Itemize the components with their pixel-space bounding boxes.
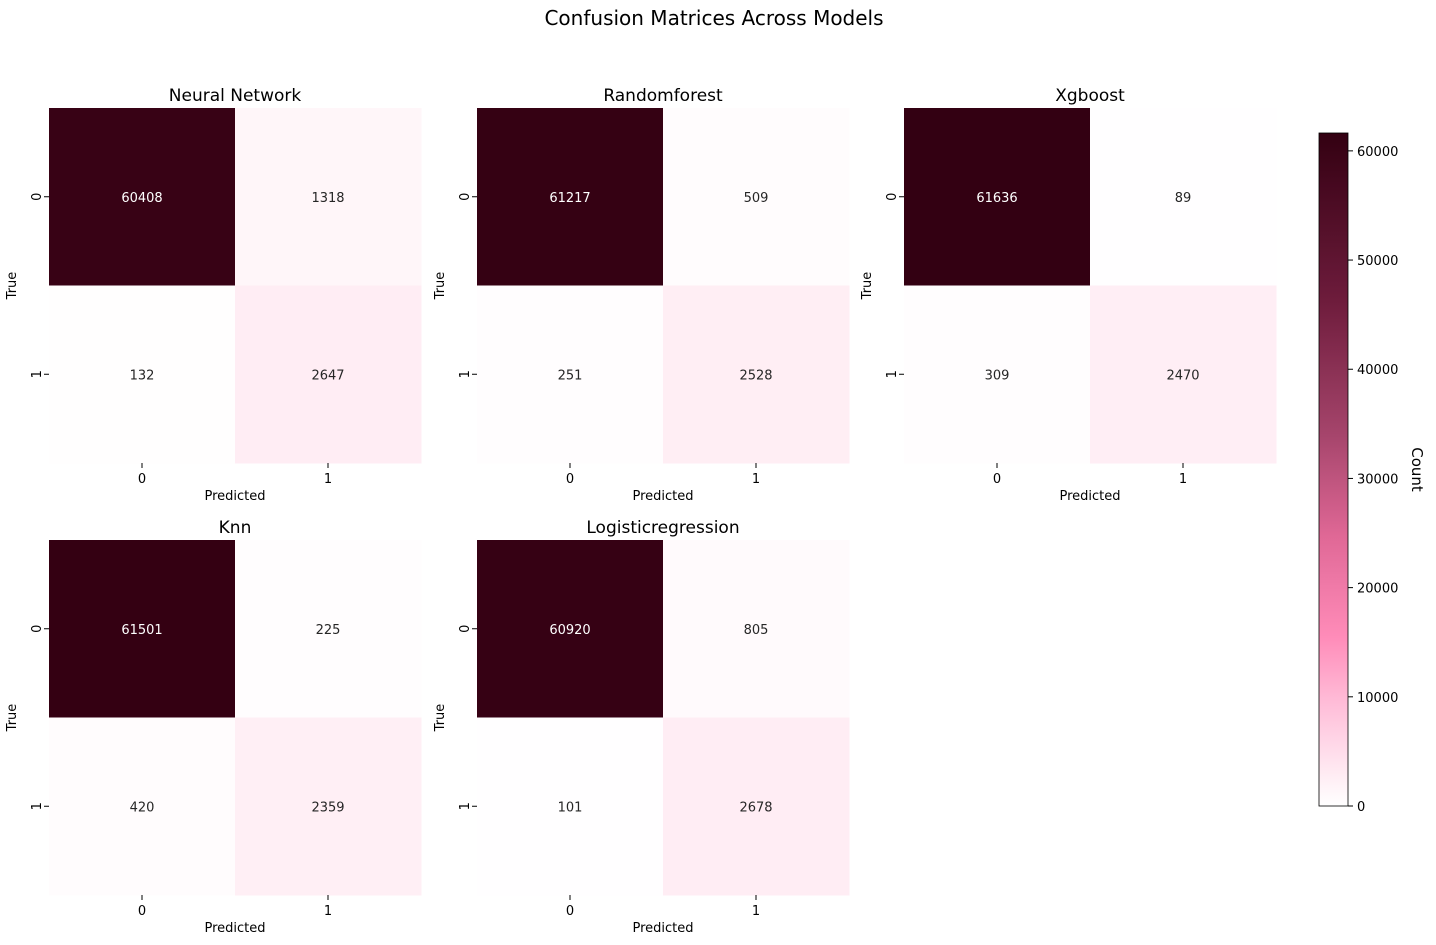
cell-value-label: 509 bbox=[744, 191, 769, 206]
heatmap-panel: Neural Network 60408 1318 132 2647 0 1 0 1 Predic… bbox=[5, 86, 422, 504]
cell-value-label: 61636 bbox=[976, 191, 1017, 206]
x-tick-label: 0 bbox=[993, 472, 1001, 487]
y-axis-label: True bbox=[433, 272, 448, 301]
heatmap-cell bbox=[477, 285, 664, 464]
heatmap-cell bbox=[477, 108, 664, 286]
x-tick-label: 0 bbox=[138, 904, 146, 919]
x-tick-label: 1 bbox=[1179, 472, 1187, 487]
colorbar: 0 10000 20000 30000 40000 50000 60000 Count bbox=[1318, 132, 1426, 815]
x-tick-label: 1 bbox=[752, 472, 760, 487]
x-tick-label: 0 bbox=[566, 472, 574, 487]
colorbar-scale bbox=[1318, 132, 1349, 807]
x-tick-label: 1 bbox=[324, 472, 332, 487]
cell-value-label: 101 bbox=[558, 800, 583, 815]
y-tick-label: 1 bbox=[30, 370, 45, 378]
heatmap-cell bbox=[49, 108, 236, 286]
panel-title: Neural Network bbox=[169, 86, 302, 106]
x-axis-label: Predicted bbox=[632, 921, 693, 936]
x-axis-label: Predicted bbox=[204, 921, 265, 936]
y-tick-label: 1 bbox=[885, 370, 900, 378]
y-tick-label: 0 bbox=[30, 193, 45, 201]
colorbar-tick-label: 50000 bbox=[1357, 254, 1398, 269]
colorbar-tick-label: 30000 bbox=[1357, 472, 1398, 487]
heatmap-cell bbox=[663, 540, 850, 718]
cell-value-label: 2647 bbox=[311, 368, 344, 383]
x-tick-label: 0 bbox=[566, 904, 574, 919]
cell-value-label: 251 bbox=[558, 368, 583, 383]
heatmap-cell bbox=[1090, 285, 1277, 464]
cell-value-label: 1318 bbox=[311, 191, 344, 206]
x-axis-label: Predicted bbox=[204, 489, 265, 504]
heatmap-panel: Knn 61501 225 420 2359 0 1 0 1 Predicted True bbox=[5, 518, 422, 936]
colorbar-tick-label: 40000 bbox=[1357, 363, 1398, 378]
cell-value-label: 132 bbox=[130, 368, 155, 383]
y-tick-label: 0 bbox=[885, 193, 900, 201]
heatmap-cell bbox=[663, 108, 850, 286]
y-axis-label: True bbox=[860, 272, 875, 301]
heatmap-cell bbox=[663, 285, 850, 464]
panel-title: Knn bbox=[219, 518, 252, 538]
heatmap-cell bbox=[904, 285, 1091, 464]
heatmap-cell bbox=[49, 717, 236, 896]
y-axis-label: True bbox=[433, 704, 448, 733]
y-axis-label: True bbox=[5, 704, 20, 733]
cell-value-label: 2470 bbox=[1166, 368, 1199, 383]
cell-value-label: 89 bbox=[1175, 191, 1192, 206]
y-tick-label: 1 bbox=[458, 802, 473, 810]
y-axis-label: True bbox=[5, 272, 20, 301]
x-axis-label: Predicted bbox=[1059, 489, 1120, 504]
y-tick-label: 1 bbox=[458, 370, 473, 378]
colorbar-tick-label: 0 bbox=[1357, 800, 1365, 815]
x-axis-label: Predicted bbox=[632, 489, 693, 504]
y-tick-label: 0 bbox=[458, 193, 473, 201]
panel-title: Randomforest bbox=[603, 86, 723, 106]
heatmap-cell bbox=[1090, 108, 1277, 286]
panel-title: Logisticregression bbox=[586, 518, 739, 538]
figure-title: Confusion Matrices Across Models bbox=[544, 6, 883, 30]
cell-value-label: 309 bbox=[985, 368, 1010, 383]
cell-value-label: 61501 bbox=[121, 623, 162, 638]
y-tick-label: 0 bbox=[30, 625, 45, 633]
colorbar-label: Count bbox=[1408, 447, 1426, 492]
cell-value-label: 225 bbox=[316, 623, 341, 638]
heatmap-cell bbox=[904, 108, 1091, 286]
heatmap-cell bbox=[477, 540, 664, 718]
panel-title: Xgboost bbox=[1055, 86, 1125, 106]
heatmap-cell bbox=[49, 540, 236, 718]
heatmap-panel: Xgboost 61636 89 309 2470 0 1 0 1 Predicted True bbox=[860, 86, 1277, 504]
cell-value-label: 61217 bbox=[549, 191, 590, 206]
cell-value-label: 805 bbox=[744, 623, 769, 638]
heatmap-cell bbox=[235, 285, 422, 464]
cell-value-label: 2678 bbox=[739, 800, 772, 815]
heatmap-cell bbox=[663, 717, 850, 896]
x-tick-label: 1 bbox=[324, 904, 332, 919]
x-tick-label: 1 bbox=[752, 904, 760, 919]
colorbar-tick-label: 60000 bbox=[1357, 145, 1398, 160]
cell-value-label: 420 bbox=[130, 800, 155, 815]
heatmap-panel: Randomforest 61217 509 251 2528 0 1 0 1 Predicted… bbox=[433, 86, 850, 504]
cell-value-label: 60408 bbox=[121, 191, 162, 206]
colorbar-tick-label: 20000 bbox=[1357, 582, 1398, 597]
cell-value-label: 2359 bbox=[311, 800, 344, 815]
heatmap-cell bbox=[49, 285, 236, 464]
heatmap-cell bbox=[235, 717, 422, 896]
heatmap-cell bbox=[235, 540, 422, 718]
cell-value-label: 2528 bbox=[739, 368, 772, 383]
y-tick-label: 0 bbox=[458, 625, 473, 633]
colorbar-tick-label: 10000 bbox=[1357, 691, 1398, 706]
x-tick-label: 0 bbox=[138, 472, 146, 487]
heatmap-cell bbox=[235, 108, 422, 286]
y-tick-label: 1 bbox=[30, 802, 45, 810]
cell-value-label: 60920 bbox=[549, 623, 590, 638]
heatmap-cell bbox=[477, 717, 664, 896]
